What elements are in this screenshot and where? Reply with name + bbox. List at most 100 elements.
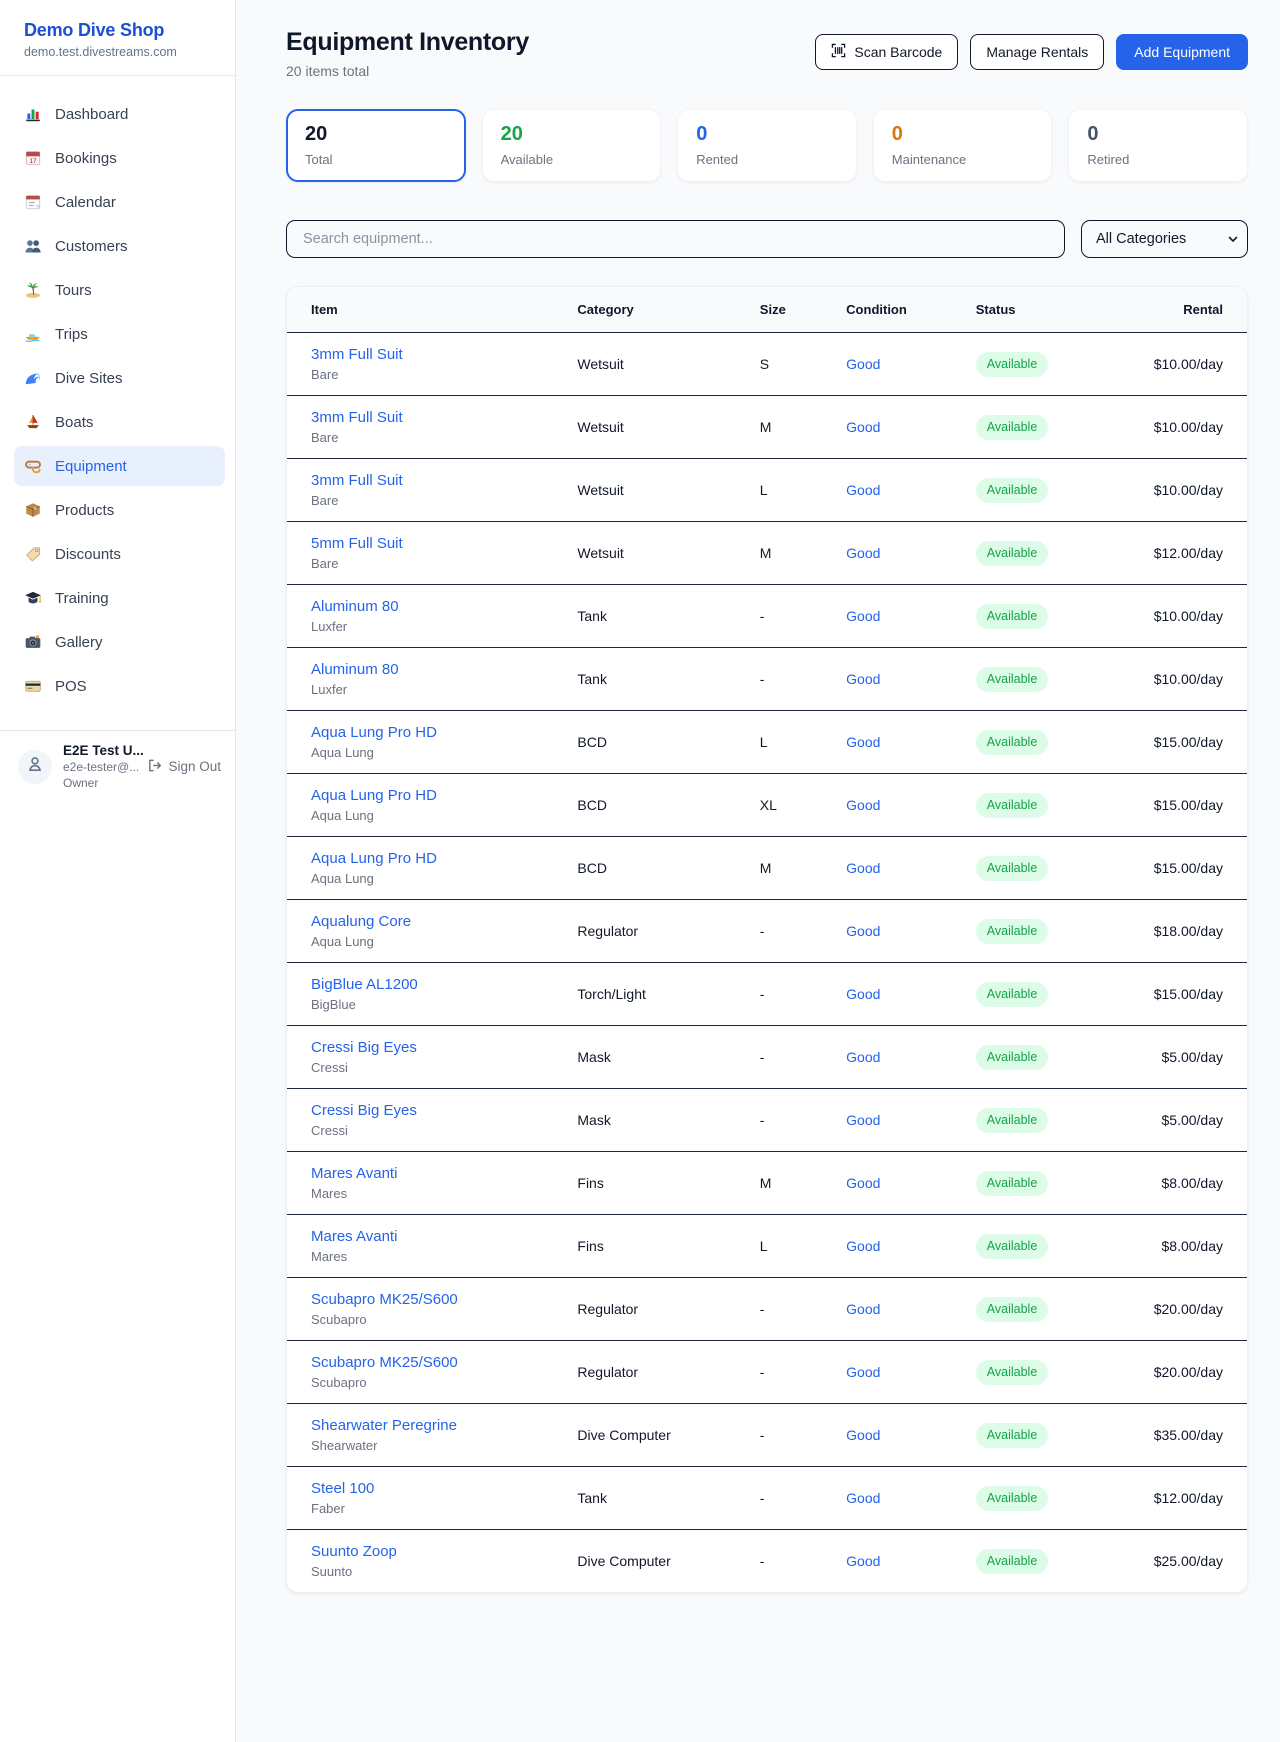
item-link[interactable]: Aqua Lung Pro HD (311, 850, 437, 867)
sign-out-button[interactable]: Sign Out (147, 758, 221, 776)
condition-link[interactable]: Good (846, 419, 881, 435)
sidebar-item-tours[interactable]: Tours (14, 270, 225, 310)
stat-card-maintenance[interactable]: 0 Maintenance (872, 109, 1053, 182)
brand-title[interactable]: Demo Dive Shop (24, 20, 165, 40)
sidebar-item-gallery[interactable]: Gallery (14, 622, 225, 662)
item-link[interactable]: Aqua Lung Pro HD (311, 787, 437, 804)
column-rental: Rental (1183, 302, 1223, 317)
item-link[interactable]: Shearwater Peregrine (311, 1417, 457, 1434)
page-title: Equipment Inventory (286, 28, 529, 56)
category-select[interactable]: All Categories (1081, 220, 1248, 258)
item-brand: Cressi (311, 1060, 348, 1075)
stat-card-retired[interactable]: 0 Retired (1068, 109, 1248, 182)
item-link[interactable]: Mares Avanti (311, 1165, 398, 1182)
sidebar-item-discounts[interactable]: Discounts (14, 534, 225, 574)
condition-link[interactable]: Good (846, 545, 881, 561)
training-icon (24, 589, 42, 607)
rental-price: $10.00/day (1153, 671, 1223, 687)
item-link[interactable]: 3mm Full Suit (311, 472, 403, 489)
search-input[interactable] (286, 220, 1065, 258)
tours-icon (24, 281, 42, 299)
item-link[interactable]: Aqua Lung Pro HD (311, 724, 437, 741)
item-brand: Aqua Lung (311, 745, 374, 760)
page-header: Equipment Inventory 20 items total Scan … (286, 28, 1248, 79)
condition-link[interactable]: Good (846, 356, 881, 372)
item-link[interactable]: Aluminum 80 (311, 598, 399, 615)
condition-link[interactable]: Good (846, 923, 881, 939)
condition-link[interactable]: Good (846, 1238, 881, 1254)
sidebar-item-products[interactable]: Products (14, 490, 225, 530)
condition-link[interactable]: Good (846, 1049, 881, 1065)
table-row: Steel 100 Faber Tank - Good Available $1… (287, 1467, 1247, 1530)
item-link[interactable]: Cressi Big Eyes (311, 1102, 417, 1119)
sidebar-item-trips[interactable]: Trips (14, 314, 225, 354)
condition-link[interactable]: Good (846, 1364, 881, 1380)
condition-link[interactable]: Good (846, 1301, 881, 1317)
status-badge: Available (975, 603, 1049, 629)
rental-price: $25.00/day (1153, 1553, 1223, 1569)
condition-link[interactable]: Good (846, 1553, 881, 1569)
sidebar-item-training[interactable]: Training (14, 578, 225, 618)
condition-link[interactable]: Good (846, 482, 881, 498)
status-badge: Available (975, 666, 1049, 692)
item-category: Wetsuit (577, 545, 624, 561)
sidebar-item-bookings[interactable]: 17 Bookings (14, 138, 225, 178)
condition-link[interactable]: Good (846, 1490, 881, 1506)
item-link[interactable]: 5mm Full Suit (311, 535, 403, 552)
sign-out-icon (147, 758, 162, 776)
item-category: Fins (577, 1238, 604, 1254)
item-link[interactable]: Cressi Big Eyes (311, 1039, 417, 1056)
condition-link[interactable]: Good (846, 860, 881, 876)
rental-price: $15.00/day (1153, 797, 1223, 813)
sidebar-item-dashboard[interactable]: Dashboard (14, 94, 225, 134)
stats-row: 20 Total 20 Available 0 Rented 0 Mainten… (286, 109, 1248, 182)
equipment-icon (24, 457, 42, 475)
stat-card-available[interactable]: 20 Available (481, 109, 662, 182)
status-badge: Available (975, 855, 1049, 881)
sidebar-item-label: Tours (55, 281, 92, 299)
stat-card-total[interactable]: 20 Total (286, 109, 466, 182)
item-link[interactable]: Scubapro MK25/S600 (311, 1291, 458, 1308)
condition-link[interactable]: Good (846, 734, 881, 750)
item-link[interactable]: 3mm Full Suit (311, 346, 403, 363)
item-brand: Bare (311, 556, 339, 571)
item-link[interactable]: Steel 100 (311, 1480, 375, 1497)
item-link[interactable]: Scubapro MK25/S600 (311, 1354, 458, 1371)
equipment-table: Item Category Size Condition Status Rent… (287, 287, 1247, 1592)
item-size: - (759, 608, 765, 624)
sidebar-item-dive-sites[interactable]: Dive Sites (14, 358, 225, 398)
item-brand: Bare (311, 367, 339, 382)
condition-link[interactable]: Good (846, 986, 881, 1002)
condition-link[interactable]: Good (846, 797, 881, 813)
stat-label: Retired (1087, 152, 1130, 167)
manage-rentals-button[interactable]: Manage Rentals (970, 34, 1105, 70)
add-equipment-button[interactable]: Add Equipment (1116, 34, 1248, 70)
item-link[interactable]: Suunto Zoop (311, 1543, 397, 1560)
item-link[interactable]: Aluminum 80 (311, 661, 399, 678)
condition-link[interactable]: Good (846, 1427, 881, 1443)
brand-domain: demo.test.divestreams.com (24, 45, 177, 59)
condition-link[interactable]: Good (846, 1175, 881, 1191)
sidebar-item-boats[interactable]: Boats (14, 402, 225, 442)
item-link[interactable]: Aqualung Core (311, 913, 412, 930)
sidebar-item-pos[interactable]: POS (14, 666, 225, 706)
item-link[interactable]: Mares Avanti (311, 1228, 398, 1245)
stat-card-rented[interactable]: 0 Rented (677, 109, 857, 182)
condition-link[interactable]: Good (846, 671, 881, 687)
column-size: Size (759, 302, 786, 317)
rental-price: $5.00/day (1161, 1112, 1224, 1128)
item-link[interactable]: 3mm Full Suit (311, 409, 403, 426)
stat-value: 0 (1087, 123, 1099, 145)
scan-barcode-button[interactable]: Scan Barcode (815, 34, 959, 70)
avatar (18, 749, 52, 784)
condition-link[interactable]: Good (846, 608, 881, 624)
pos-icon (24, 677, 42, 695)
sidebar-item-calendar[interactable]: Calendar (14, 182, 225, 222)
item-category: Mask (577, 1112, 611, 1128)
condition-link[interactable]: Good (846, 1112, 881, 1128)
item-link[interactable]: BigBlue AL1200 (311, 976, 418, 993)
status-badge: Available (975, 1044, 1049, 1070)
rental-price: $8.00/day (1161, 1238, 1224, 1254)
sidebar-item-customers[interactable]: Customers (14, 226, 225, 266)
sidebar-item-equipment[interactable]: Equipment (14, 446, 225, 486)
